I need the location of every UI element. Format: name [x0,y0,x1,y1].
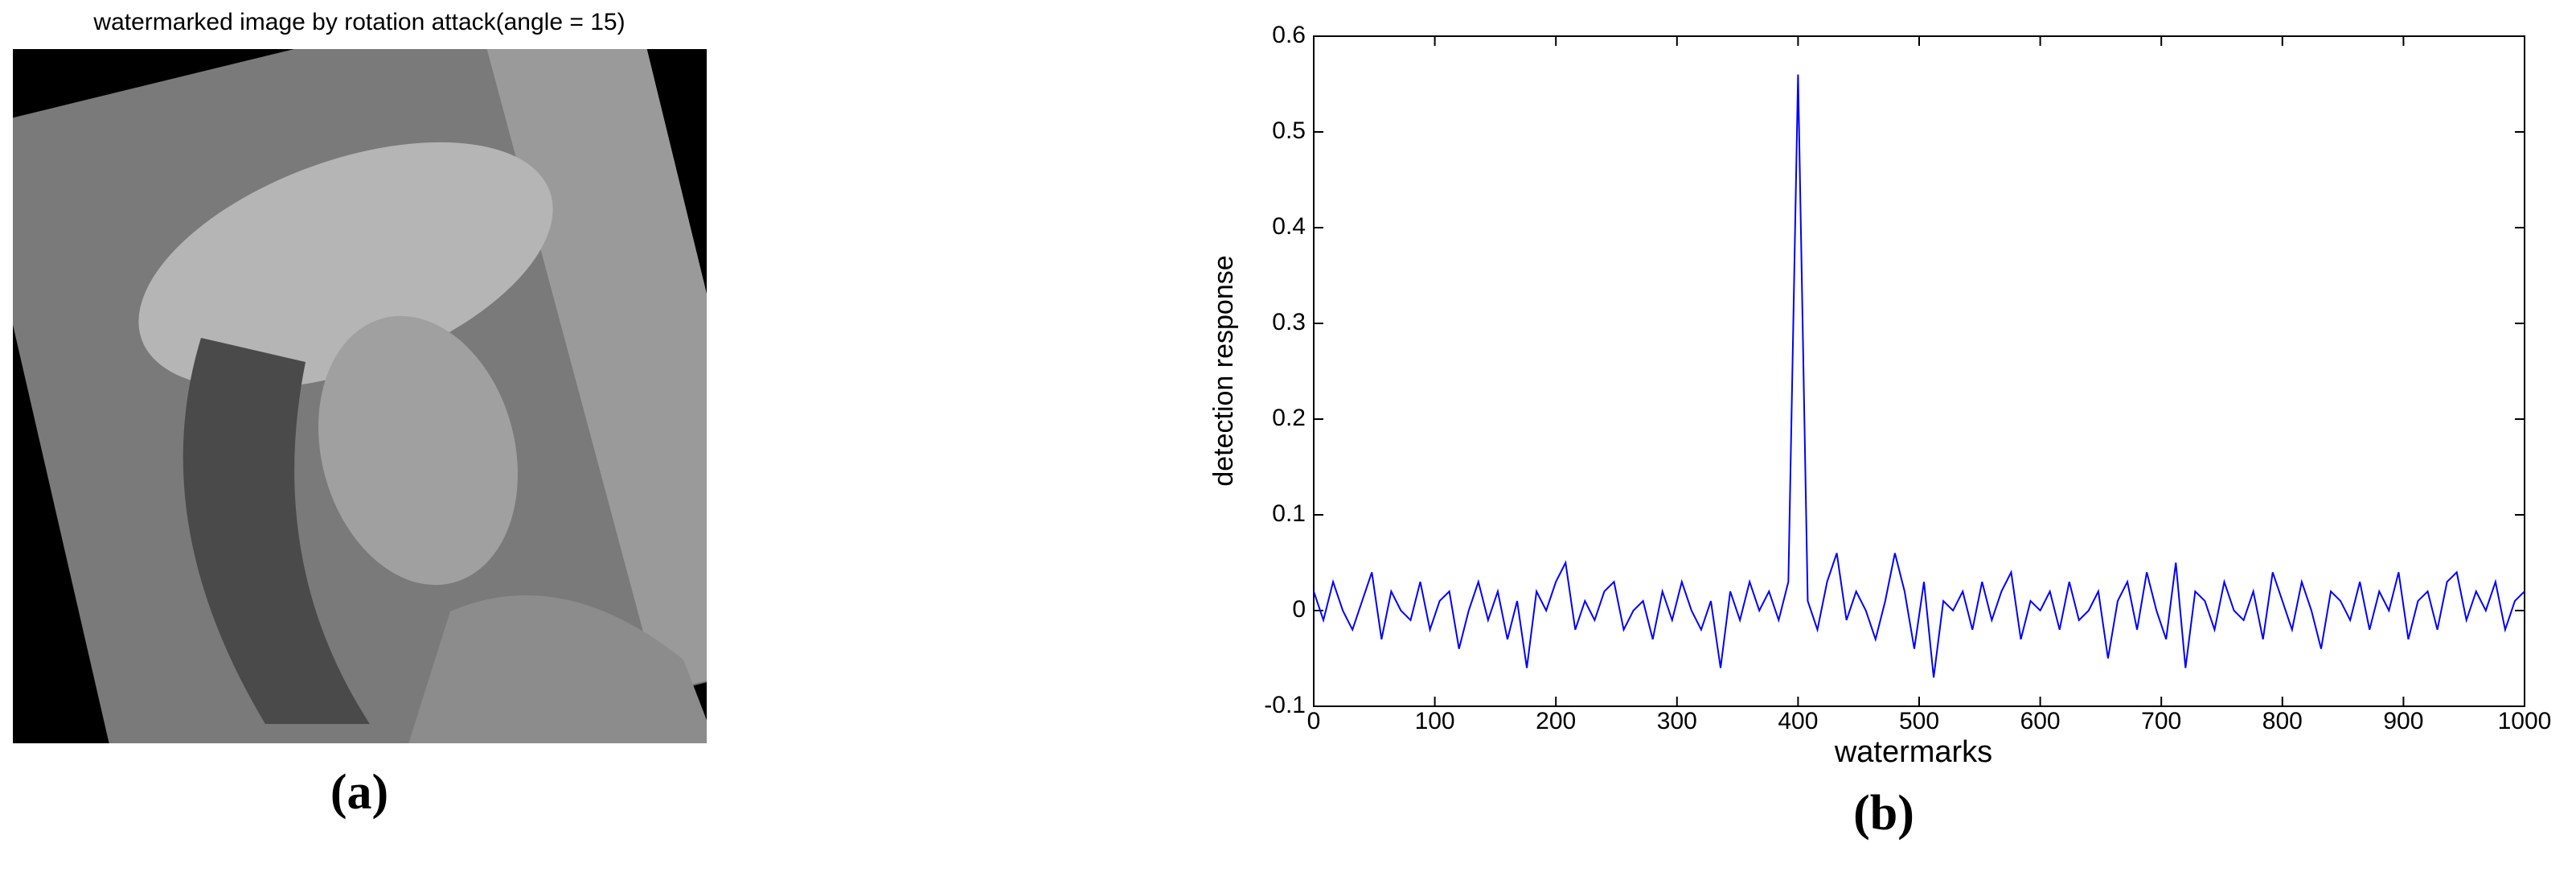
face [318,315,518,586]
hair [183,338,370,724]
x-tick-label: 800 [2262,708,2303,734]
y-tick-label: 0.3 [1272,309,1306,335]
x-tick-label: 1000 [2498,708,2552,734]
x-tick-label: 400 [1778,708,1818,734]
x-tick-label: 700 [2141,708,2181,734]
x-tick-label: 0 [1307,708,1321,734]
x-axis-label: watermarks [1834,735,1992,769]
x-tick-label: 200 [1536,708,1576,734]
y-tick-label: 0.6 [1272,22,1306,48]
y-axis-label: detection response [1208,255,1239,486]
image-title: watermarked image by rotation attack(ang… [92,9,625,35]
x-tick-label: 100 [1415,708,1455,734]
y-tick-label: 0 [1292,596,1306,623]
hat [138,142,553,389]
x-tick-label: 600 [2020,708,2061,734]
y-tick-label: 0.1 [1272,500,1306,527]
rotated-image [13,49,707,743]
y-tick-label: -0.1 [1264,692,1306,718]
y-tick-label: 0.5 [1272,117,1306,144]
x-tick-label: 500 [1899,708,1939,734]
x-tick-label: 300 [1657,708,1697,734]
data-line [1313,74,2525,678]
y-tick-label: 0.2 [1272,405,1306,431]
x-tick-label: 900 [2383,708,2423,734]
shoulder [408,595,707,743]
panel-label: (b) [1853,786,1914,841]
panel-label: (a) [330,765,388,820]
y-tick-label: 0.4 [1272,213,1306,240]
